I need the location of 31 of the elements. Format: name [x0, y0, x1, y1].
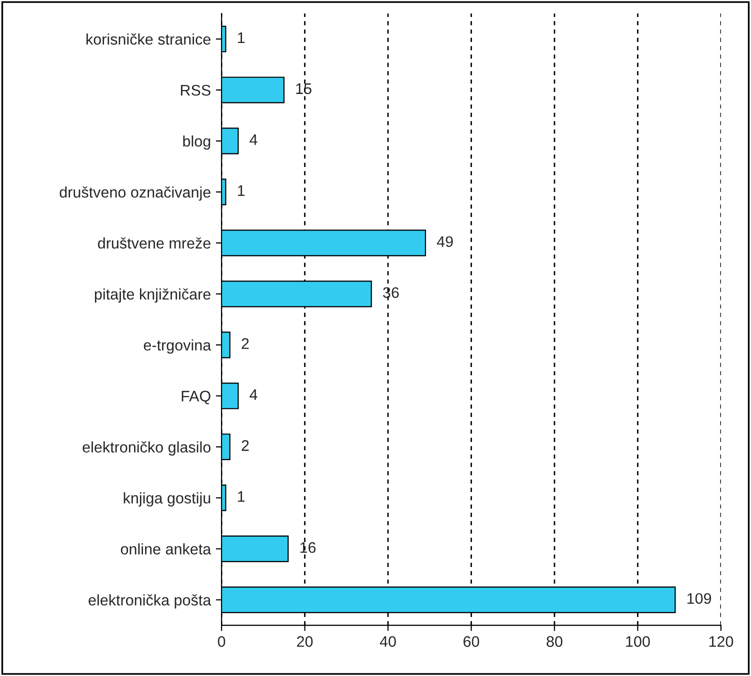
- data-label: 16: [300, 542, 316, 553]
- y-tick-label: online anketa: [120, 543, 212, 555]
- data-label: 109: [687, 593, 712, 604]
- y-tick-label: blog: [183, 135, 210, 150]
- x-tick-label: 20: [297, 636, 313, 647]
- data-label: 1: [238, 491, 245, 502]
- x-tick-label: 80: [546, 636, 562, 647]
- data-label: 36: [383, 287, 399, 298]
- y-tick-label: knjiga gostiju: [124, 492, 210, 507]
- data-label: 49: [436, 236, 453, 248]
- data-label: 1: [238, 185, 245, 196]
- x-tick-label: 40: [380, 636, 396, 647]
- data-label: 4: [250, 134, 258, 145]
- data-label: 4: [250, 389, 258, 400]
- y-tick-label: elektronička pošta: [88, 594, 212, 609]
- y-tick-label: društveno označivanje: [60, 186, 210, 201]
- y-tick-label: korisničke stranice: [86, 33, 210, 45]
- x-tick-label: 0: [218, 636, 226, 647]
- data-label: 2: [242, 440, 249, 451]
- y-tick-label: FAQ: [182, 390, 210, 404]
- data-label: 2: [242, 338, 249, 349]
- x-tick-label: 120: [709, 636, 734, 647]
- data-label: 15: [296, 83, 312, 94]
- x-tick-label: 100: [626, 636, 650, 647]
- data-label: 1: [238, 32, 245, 43]
- x-tick-label: 60: [464, 636, 480, 647]
- y-tick-label: e-trgovina: [144, 339, 212, 354]
- y-tick-label: društvene mreže: [98, 237, 210, 249]
- y-tick-label: RSS: [180, 84, 210, 96]
- y-tick-label: pitajte knjižničare: [94, 288, 210, 303]
- y-tick-label: elektroničko glasilo: [82, 441, 210, 456]
